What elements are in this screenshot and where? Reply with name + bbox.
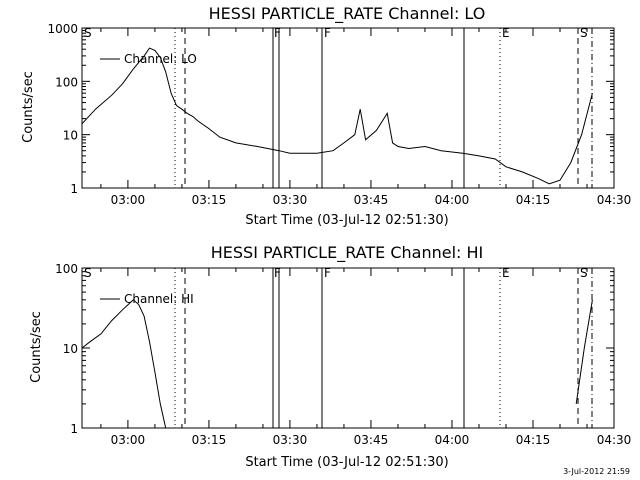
x-tick-label-hi: 04:30: [597, 433, 632, 447]
chart-title-hi: HESSI PARTICLE_RATE Channel: HI: [211, 243, 484, 263]
plot-frame-lo: [81, 27, 615, 189]
x-tick-label-hi: 03:30: [273, 433, 308, 447]
series-line-lo: [81, 47, 593, 185]
y-tick-label-hi: 1: [70, 422, 78, 436]
series-line-hi: [575, 299, 593, 404]
y-tick-label-lo: 10: [63, 129, 78, 143]
event-marker-label-lo: S: [84, 26, 92, 40]
chart-title-lo: HESSI PARTICLE_RATE Channel: LO: [209, 4, 486, 24]
footer-timestamp: 3-Jul-2012 21:59: [563, 467, 630, 476]
x-axis-label-hi: Start Time (03-Jul-12 02:51:30): [245, 455, 448, 470]
x-tick-label-lo: 03:00: [111, 193, 146, 207]
y-tick-label-lo: 1000: [47, 22, 78, 36]
x-tick-label-hi: 03:45: [354, 433, 389, 447]
event-marker-label-lo: F: [324, 26, 331, 40]
x-tick-label-lo: 04:30: [597, 193, 632, 207]
event-marker-label-lo: F: [274, 26, 281, 40]
event-marker-label-hi: S: [84, 266, 92, 280]
y-tick-label-hi: 100: [55, 262, 78, 276]
x-tick-label-lo: 03:15: [192, 193, 227, 207]
y-axis-label-lo: Counts/sec: [21, 71, 36, 143]
event-marker-label-hi: F: [324, 266, 331, 280]
event-marker-label-lo: E: [502, 26, 510, 40]
legend-label-hi: Channel: HI: [124, 292, 194, 306]
x-tick-label-lo: 03:30: [273, 193, 308, 207]
event-marker-label-hi: S: [580, 266, 588, 280]
x-tick-label-lo: 04:00: [435, 193, 470, 207]
y-tick-label-lo: 1: [70, 182, 78, 196]
y-tick-label-lo: 100: [55, 75, 78, 89]
x-tick-label-hi: 04:00: [435, 433, 470, 447]
x-tick-label-hi: 03:00: [111, 433, 146, 447]
x-axis-label-lo: Start Time (03-Jul-12 02:51:30): [245, 213, 448, 228]
y-tick-label-hi: 10: [63, 342, 78, 356]
x-tick-label-lo: 04:15: [516, 193, 551, 207]
x-tick-label-hi: 04:15: [516, 433, 551, 447]
event-marker-label-hi: F: [274, 266, 281, 280]
y-axis-label-hi: Counts/sec: [29, 311, 44, 383]
x-tick-label-lo: 03:45: [354, 193, 389, 207]
event-marker-label-lo: S: [580, 26, 588, 40]
event-marker-label-hi: E: [502, 266, 510, 280]
series-line-hi: [81, 299, 167, 429]
x-tick-label-hi: 03:15: [192, 433, 227, 447]
